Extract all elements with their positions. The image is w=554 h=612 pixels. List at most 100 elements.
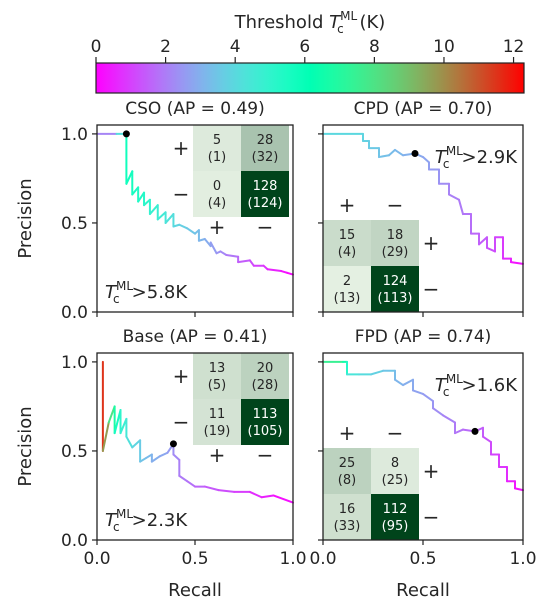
confusion-count: 112 — [383, 502, 408, 517]
colorbar-tick-label: 8 — [369, 37, 380, 57]
curve-segment — [209, 241, 218, 255]
curve-segment — [280, 270, 289, 274]
confusion-cell — [193, 353, 241, 399]
curve-segment — [219, 250, 228, 257]
confusion-count: 124 — [383, 274, 408, 289]
curve-segment — [156, 211, 167, 221]
y-axis-label: Precision — [15, 406, 36, 486]
curve-segment — [394, 148, 404, 157]
curve-segment — [370, 369, 384, 376]
curve-segment — [217, 489, 236, 493]
confusion-count: 2 — [343, 274, 351, 289]
confusion-count: 8 — [391, 456, 399, 471]
pr-curve — [322, 360, 524, 492]
curve-segment — [510, 261, 524, 265]
panel-2: CPD (AP = 0.70) 15 (4) 18 (29) 2 (13) 124 (113) +… — [318, 99, 524, 317]
x-tick-label: 0.0 — [83, 549, 110, 569]
confusion-cell — [371, 494, 419, 540]
curve-segment — [150, 455, 161, 463]
curve-segment — [266, 268, 283, 273]
col-sign: + — [339, 421, 356, 445]
curve-segment — [432, 407, 444, 417]
threshold-marker — [169, 440, 177, 448]
y-tick-label: 0.5 — [61, 214, 88, 234]
confusion-count: 18 — [387, 228, 404, 243]
curve-segment — [388, 148, 396, 157]
confusion-count-baseline: (19) — [204, 424, 231, 439]
curve-segment — [178, 223, 189, 230]
confusion-count: 5 — [213, 133, 221, 148]
x-tick-label: 1.0 — [509, 549, 536, 569]
confusion-count-baseline: (33) — [334, 519, 361, 534]
confusion-count-baseline: (5) — [208, 378, 226, 393]
confusion-cell — [323, 266, 371, 312]
curve-segment — [197, 237, 206, 242]
confusion-count-baseline: (4) — [338, 245, 356, 260]
threshold-annotation: TML c >2.9K — [435, 144, 518, 171]
confusion-cell — [371, 266, 419, 312]
confusion-cell — [193, 125, 241, 171]
confusion-matrix: 5(1)28(32)0(4)128(124)+−+ − — [173, 125, 289, 239]
confusion-count: 28 — [257, 133, 274, 148]
confusion-cell — [193, 399, 241, 445]
panel-3: Base (AP = 0.41) 13 (5) 20 (28) 11 (19) 113 (105… — [15, 327, 307, 601]
x-tick-label: 0.0 — [309, 549, 336, 569]
colorbar — [95, 62, 525, 94]
colorbar-tick-label: 0 — [91, 37, 102, 57]
x-tick-label: 1.0 — [279, 549, 306, 569]
curve-segment — [272, 494, 294, 504]
y-tick-label: 0.0 — [61, 531, 88, 551]
panel-4: FPD (AP = 0.74)25(8)8(25)16(33)112(95)+−… — [309, 327, 536, 601]
colorbar-tick-label: 10 — [433, 37, 455, 57]
row-sign: − — [423, 277, 440, 301]
curve-segment — [286, 271, 294, 276]
curve-segment — [186, 227, 196, 235]
curve-segment — [172, 223, 181, 228]
col-sign: − — [387, 421, 404, 445]
col-sign: + — [339, 193, 356, 217]
col-sign: − — [257, 443, 274, 467]
x-axis-label: Recall — [396, 580, 450, 601]
confusion-count: 11 — [209, 407, 226, 422]
colorbar-label: Threshold TML c (K) — [234, 9, 386, 36]
confusion-count-baseline: (95) — [382, 519, 409, 534]
confusion-count: 128 — [253, 179, 278, 194]
curve-segment — [448, 193, 460, 201]
curve-segment — [186, 480, 196, 488]
confusion-cell — [323, 220, 371, 266]
confusion-count-baseline: (13) — [334, 291, 361, 306]
colorbar-tick-label: 4 — [230, 37, 241, 57]
confusion-count: 13 — [209, 361, 226, 376]
curve-segment — [131, 439, 142, 449]
panels: CSO (AP = 0.49)5(1)28(32)0(4)128(124)+−+… — [15, 99, 537, 601]
curve-segment — [148, 204, 159, 216]
row-sign: − — [423, 505, 440, 529]
curve-segment — [422, 156, 430, 164]
confusion-cell — [371, 448, 419, 494]
confusion-matrix: 13(5)20(28)11(19)113(105)+−+ − — [173, 353, 289, 467]
confusion-count-baseline: (124) — [248, 196, 283, 211]
curve-segment — [101, 421, 110, 452]
row-sign: + — [423, 459, 440, 483]
curve-segment — [225, 254, 240, 258]
curve-segment — [237, 259, 251, 264]
confusion-count-baseline: (105) — [248, 424, 283, 439]
confusion-cell — [241, 171, 289, 217]
pr-curve — [96, 132, 294, 276]
confusion-count: 15 — [339, 228, 356, 243]
confusion-cell — [371, 220, 419, 266]
curve-segment — [514, 487, 524, 492]
curve-segment — [422, 392, 434, 403]
curve-segment — [402, 378, 414, 387]
confusion-count-baseline: (29) — [382, 245, 409, 260]
confusion-count: 25 — [339, 456, 356, 471]
y-axis-label: Precision — [15, 178, 36, 258]
panel-1: CSO (AP = 0.49)5(1)28(32)0(4)128(124)+−+… — [15, 99, 294, 323]
row-sign: + — [423, 231, 440, 255]
pr-curve — [322, 132, 524, 265]
curve-segment — [260, 494, 275, 499]
y-tick-label: 1.0 — [61, 125, 88, 145]
row-sign: + — [173, 364, 190, 388]
row-sign: − — [173, 182, 190, 206]
